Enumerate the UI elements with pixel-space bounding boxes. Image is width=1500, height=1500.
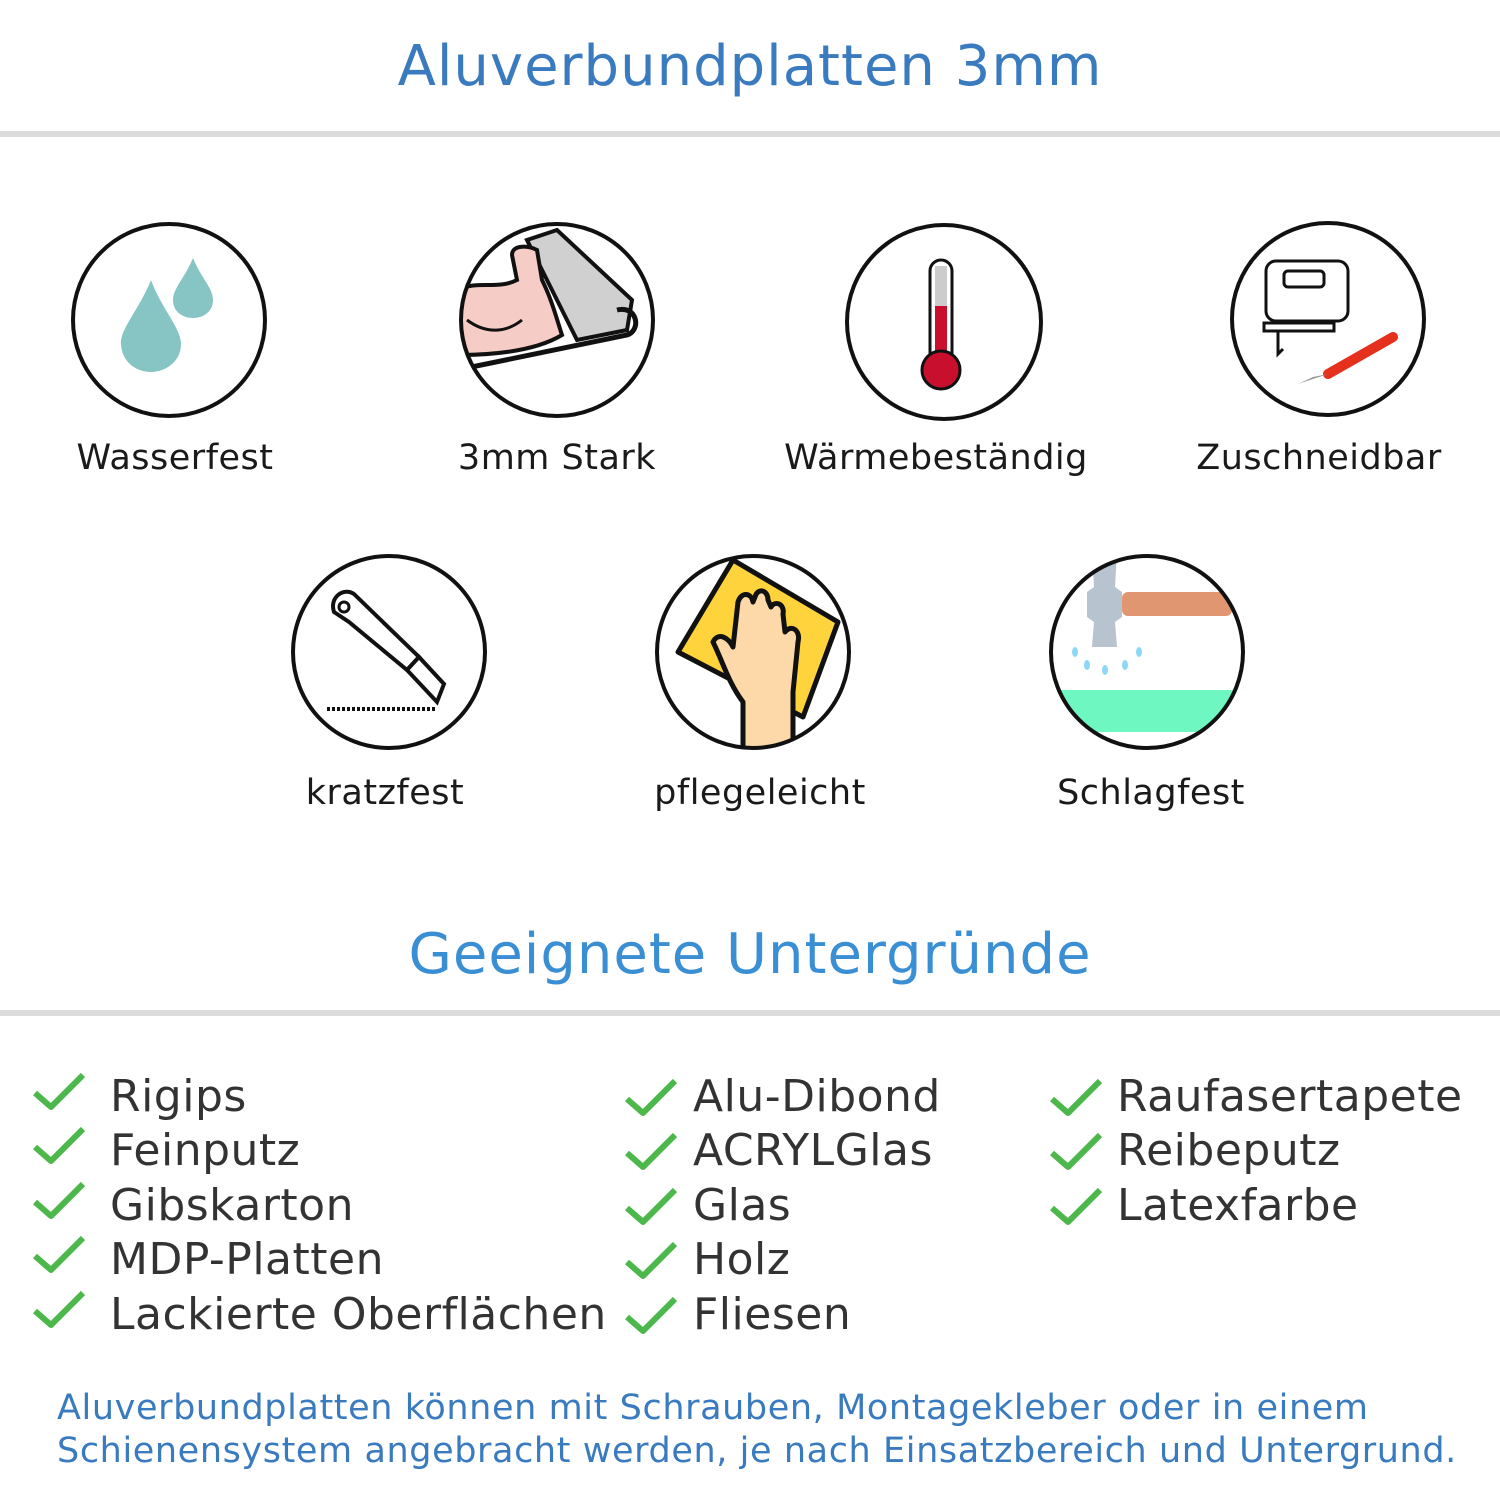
surface-item: Reibeputz	[1117, 1125, 1341, 1176]
water-drops-icon	[71, 222, 267, 418]
page-title: Aluverbundplatten 3mm	[397, 34, 1103, 99]
surface-item: Holz	[693, 1234, 791, 1285]
feature-label: kratzfest	[305, 773, 465, 813]
check-icon	[625, 1241, 677, 1279]
check-icon	[33, 1235, 85, 1273]
feature-label: pflegeleicht	[654, 773, 866, 813]
surface-item: Gibskarton	[110, 1180, 354, 1231]
strong-arm-icon	[459, 222, 655, 418]
check-icon	[33, 1126, 85, 1164]
check-icon	[1050, 1187, 1102, 1225]
surface-item: Latexfarbe	[1117, 1180, 1359, 1231]
feature-label: Schlagfest	[1057, 773, 1245, 813]
check-icon	[625, 1187, 677, 1225]
hammer-icon	[1049, 554, 1245, 750]
check-icon	[1050, 1078, 1102, 1116]
check-icon	[33, 1290, 85, 1328]
surface-item: Rigips	[110, 1071, 247, 1122]
surface-item: Alu-Dibond	[693, 1071, 941, 1122]
feature-label: Wasserfest	[76, 438, 274, 478]
check-icon	[625, 1132, 677, 1170]
surface-item: Fliesen	[693, 1289, 852, 1340]
surface-item: Feinputz	[110, 1125, 301, 1176]
check-icon	[625, 1078, 677, 1116]
feature-label: 3mm Stark	[457, 438, 657, 478]
check-icon	[625, 1296, 677, 1334]
cutter-knife-icon	[291, 554, 487, 750]
check-icon	[33, 1072, 85, 1110]
feature-label: Wärmebeständig	[784, 438, 1088, 478]
check-icon	[1050, 1132, 1102, 1170]
section-title: Geeignete Untergründe	[408, 922, 1092, 987]
feature-label: Zuschneidbar	[1196, 438, 1442, 478]
divider	[0, 1010, 1500, 1016]
jigsaw-knife-icon	[1230, 221, 1426, 417]
footer-text-line-1: Aluverbundplatten können mit Schrauben, …	[57, 1388, 1369, 1428]
surface-item: ACRYLGlas	[693, 1125, 933, 1176]
divider	[0, 131, 1500, 137]
surface-item: Lackierte Oberflächen	[110, 1289, 607, 1340]
wiping-hand-icon	[655, 554, 851, 750]
surface-item: MDP-Platten	[110, 1234, 384, 1285]
thermometer-icon	[845, 223, 1043, 421]
surface-item: Raufasertapete	[1117, 1071, 1463, 1122]
footer-text-line-2: Schienensystem angebracht werden, je nac…	[57, 1431, 1457, 1471]
surface-item: Glas	[693, 1180, 792, 1231]
check-icon	[33, 1181, 85, 1219]
